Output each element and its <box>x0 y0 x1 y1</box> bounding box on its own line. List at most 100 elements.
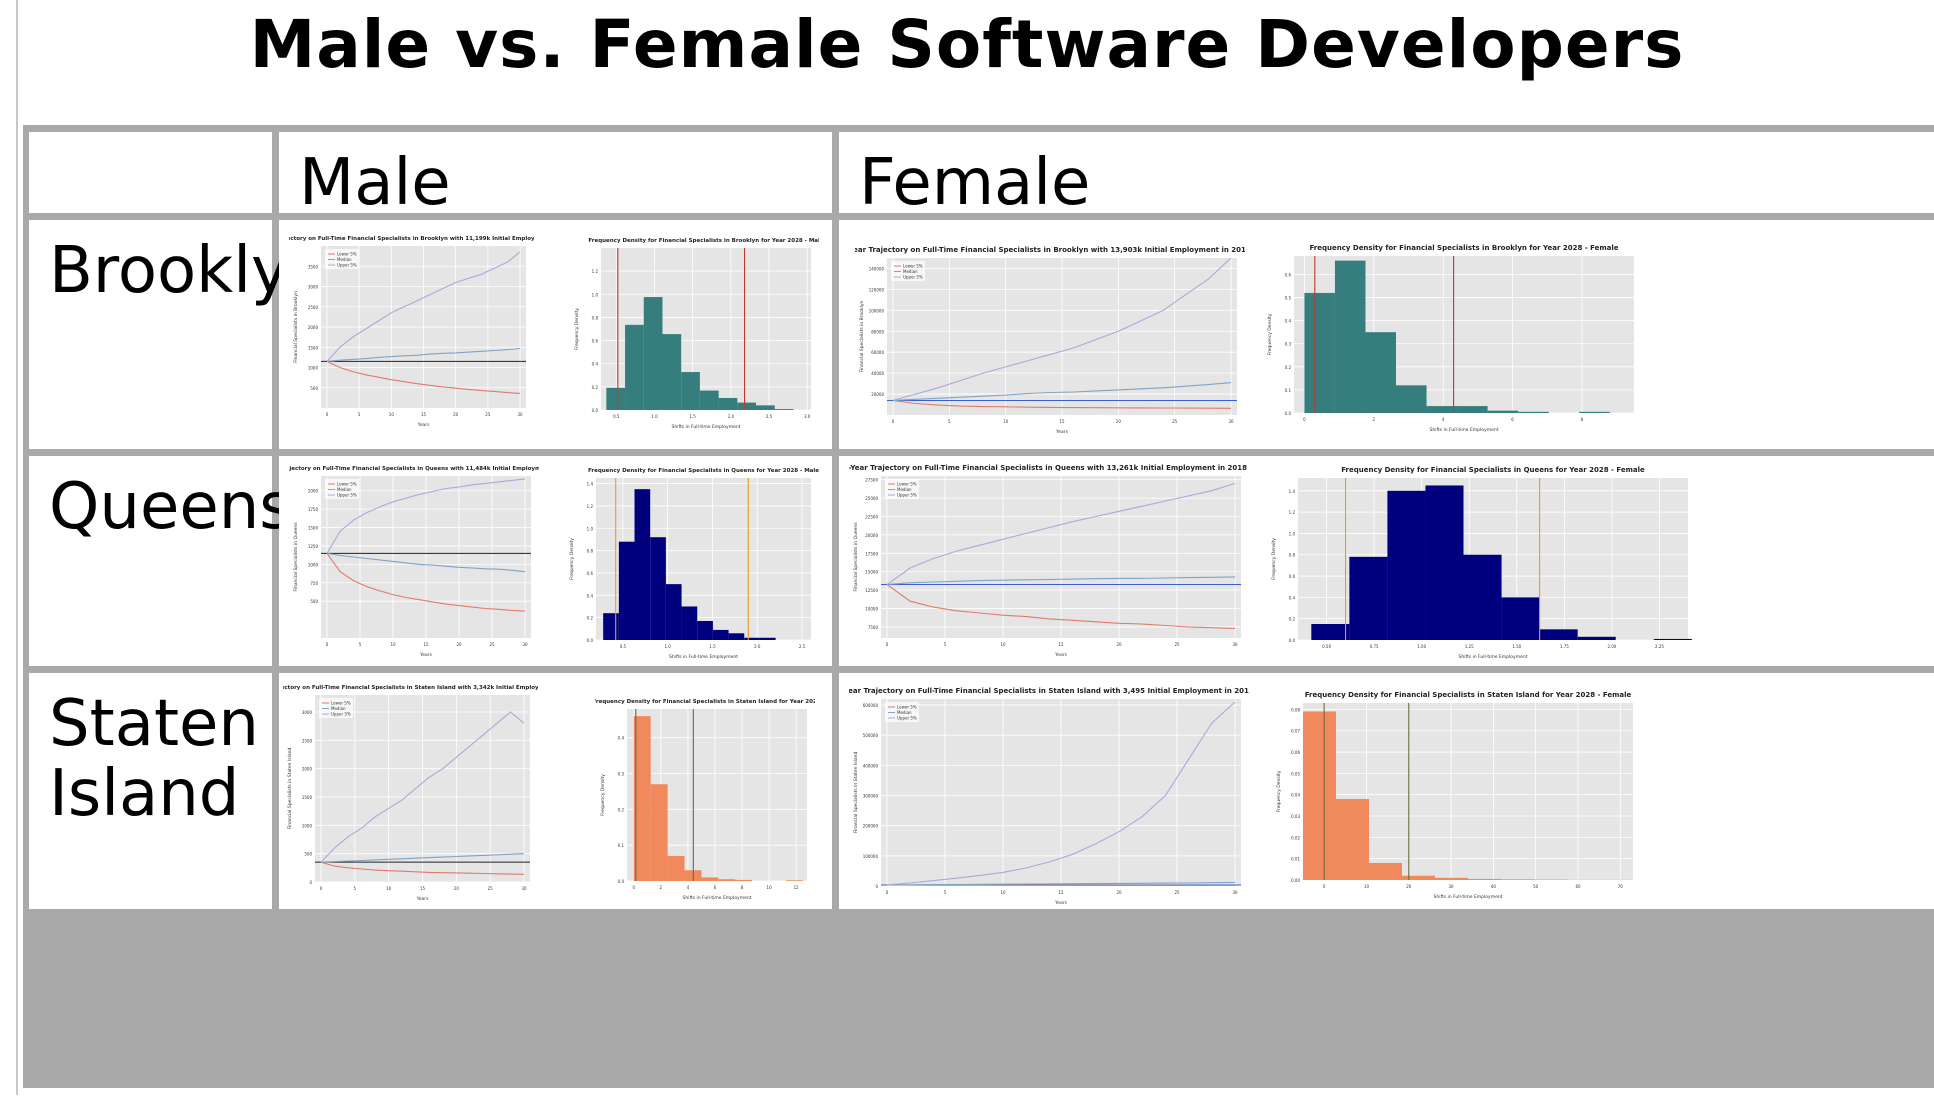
chart-title: 30-Year Trajectory on Full-Time Financia… <box>849 687 1249 695</box>
y-tick-label: 0.02 <box>1291 835 1300 840</box>
x-tick-label: 0 <box>892 419 895 424</box>
y-tick-label: 0.6 <box>1289 574 1296 579</box>
histogram-chart: Frequency Density for Financial Speciali… <box>1262 240 1642 435</box>
histogram-bar <box>728 633 745 640</box>
y-axis-label: Financial Specialists in Staten Island <box>853 752 859 834</box>
histogram-bar <box>634 489 651 640</box>
x-tick-label: 70 <box>1618 884 1624 889</box>
y-tick-label: 25000 <box>865 496 878 501</box>
x-tick-label: 60 <box>1575 884 1581 889</box>
histogram-bar <box>1303 711 1336 880</box>
x-tick-label: 15 <box>423 642 429 647</box>
histogram-bar <box>1425 485 1464 640</box>
y-axis-label: Frequency Density <box>600 774 606 816</box>
legend-label: Lower 5% <box>897 482 917 487</box>
x-tick-label: 15 <box>1058 890 1064 895</box>
trajectory-svg: 30-Year Trajectory on Full-Time Financia… <box>849 464 1249 658</box>
x-axis-label: Shifts in Full-time Employment <box>683 895 752 901</box>
y-tick-label: 1.2 <box>587 504 594 509</box>
histogram-bar <box>1579 411 1610 413</box>
histogram-bar <box>1518 411 1549 413</box>
x-tick-label: 10 <box>386 886 392 891</box>
trajectory-svg: 30-Year Trajectory on Full-Time Financia… <box>283 685 538 902</box>
trajectory-chart: 30-Year Trajectory on Full-Time Financia… <box>849 460 1249 660</box>
histogram-bar <box>1501 879 1534 880</box>
row-label-cell: Brooklyn <box>29 220 329 449</box>
y-tick-label: 1.0 <box>587 526 594 531</box>
x-tick-label: 30 <box>1449 884 1455 889</box>
page-title: Male vs. Female Software Developers <box>249 6 1685 83</box>
legend-label: Lower 5% <box>337 482 357 487</box>
y-tick-label: 22500 <box>865 515 878 520</box>
x-tick-label: 1.0 <box>664 644 671 649</box>
series-line <box>320 853 525 863</box>
row-label-cell: Queens <box>29 456 293 666</box>
y-tick-label: 100000 <box>869 308 885 313</box>
y-tick-label: 0.6 <box>592 339 599 344</box>
x-tick-label: 10 <box>767 885 773 890</box>
legend-label: Median <box>337 257 352 262</box>
y-tick-label: 27500 <box>865 478 878 483</box>
x-tick-label: 30 <box>517 412 523 417</box>
series-line <box>886 701 1236 886</box>
x-tick-label: 0 <box>320 886 323 891</box>
x-tick-label: 8 <box>1581 417 1584 422</box>
header-male-cell: Male <box>279 132 832 220</box>
y-tick-label: 0.4 <box>618 736 625 741</box>
histogram-chart: Frequency Density for Financial Speciali… <box>564 462 819 662</box>
cell-staten-island-female: 30-Year Trajectory on Full-Time Financia… <box>839 673 1934 909</box>
y-tick-label: 3000 <box>308 285 319 290</box>
x-tick-label: 20 <box>1116 419 1122 424</box>
y-tick-label: 0.1 <box>618 843 625 848</box>
histogram-svg: Frequency Density for Financial Speciali… <box>595 699 815 901</box>
y-tick-label: 1.2 <box>1289 510 1296 515</box>
y-tick-label: 0.3 <box>618 772 625 777</box>
y-tick-label: 0.2 <box>587 616 594 621</box>
histogram-bar <box>756 405 775 410</box>
series-line <box>892 382 1232 401</box>
histogram-bar <box>643 297 663 410</box>
histogram-bar <box>662 334 682 410</box>
histogram-bar <box>1435 877 1468 880</box>
y-tick-label: 0.0 <box>592 408 599 413</box>
y-tick-label: 0.8 <box>592 315 599 320</box>
y-tick-label: 0 <box>309 880 312 885</box>
chart-title: Frequency Density for Financial Speciali… <box>588 468 819 474</box>
x-tick-label: 30 <box>1232 642 1238 647</box>
histogram-bar <box>786 880 803 881</box>
y-tick-label: 10000 <box>865 607 878 612</box>
x-tick-label: 1.0 <box>651 414 658 419</box>
series-line <box>320 861 525 875</box>
y-axis-label: Frequency Density <box>569 538 575 580</box>
x-tick-label: 0 <box>886 642 889 647</box>
histogram-bar <box>1365 332 1396 413</box>
x-tick-label: 5 <box>354 886 357 891</box>
y-tick-label: 1500 <box>308 526 319 531</box>
histogram-bar <box>1501 597 1540 640</box>
histogram-bar <box>718 397 738 410</box>
y-tick-label: 1.0 <box>592 292 599 297</box>
histogram-chart: Frequency Density for Financial Speciali… <box>1271 687 1641 902</box>
histogram-bar <box>735 879 753 881</box>
y-tick-label: 40000 <box>871 371 884 376</box>
y-tick-label: 20000 <box>865 533 878 538</box>
series-line <box>886 576 1236 586</box>
x-axis-label: Shifts in Full-time Employment <box>1430 427 1499 433</box>
x-tick-label: 1.5 <box>689 414 696 419</box>
y-axis-label: Frequency Density <box>1271 538 1277 580</box>
x-tick-label: 1.50 <box>1512 644 1521 649</box>
cell-queens-male: 30-Year Trajectory on Full-Time Financia… <box>279 456 832 666</box>
x-tick-label: 3.0 <box>804 414 811 419</box>
y-tick-label: 1.4 <box>587 482 594 487</box>
x-tick-label: 5 <box>359 642 362 647</box>
y-tick-label: 0.4 <box>592 362 599 367</box>
series-line <box>326 360 521 394</box>
corner-cell <box>29 132 272 213</box>
histogram-bar <box>650 537 666 640</box>
x-tick-label: 0.5 <box>613 414 620 419</box>
y-tick-label: 0.6 <box>1285 272 1292 277</box>
histogram-bar <box>681 606 698 640</box>
histogram-bar <box>1487 410 1519 413</box>
x-tick-label: 20 <box>1406 884 1412 889</box>
